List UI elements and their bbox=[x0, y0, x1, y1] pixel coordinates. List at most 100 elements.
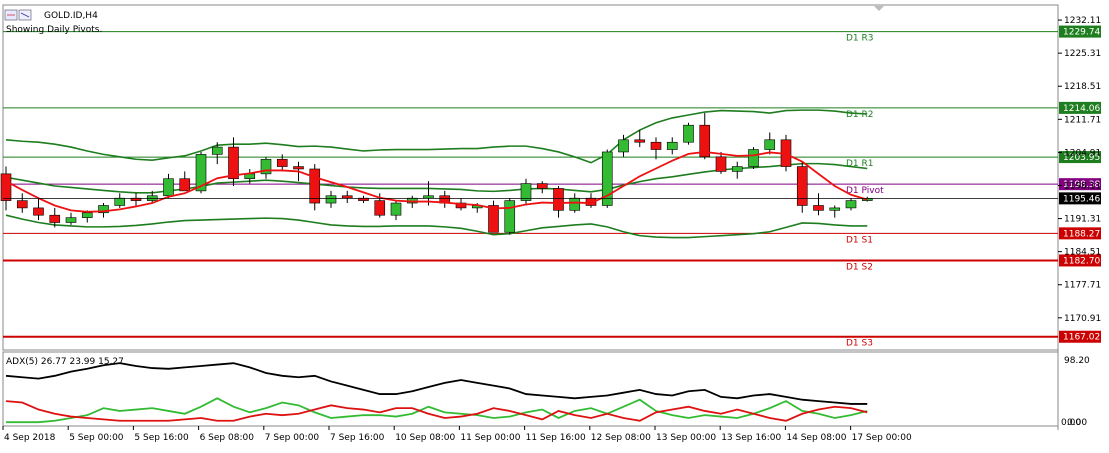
price-tick-label: 1184.51 bbox=[1064, 248, 1101, 258]
price-tick-label: 1198.11 bbox=[1064, 181, 1101, 191]
main-chart-area[interactable] bbox=[2, 4, 1059, 351]
candle-body bbox=[813, 205, 824, 211]
candle-body bbox=[276, 158, 288, 167]
adx-axis-top: 98.20 bbox=[1064, 356, 1090, 366]
pivot-price-tag bbox=[1059, 25, 1101, 38]
moving-average bbox=[5, 151, 868, 213]
candle-body bbox=[683, 124, 694, 143]
pivot-price-value: 1214.06 bbox=[1063, 104, 1100, 114]
price-tick-label: 1191.31 bbox=[1064, 215, 1101, 225]
candle-body bbox=[634, 139, 646, 143]
pivot-price-value: 1182.70 bbox=[1063, 256, 1100, 266]
pivot-price-value: 1203.95 bbox=[1063, 153, 1100, 163]
time-tick-label: 6 Sep 08:00 bbox=[200, 433, 255, 443]
candle-body bbox=[114, 197, 126, 206]
price-tick-label: 1225.31 bbox=[1064, 49, 1101, 59]
candle-body bbox=[731, 166, 743, 172]
price-tick-label: 1232.11 bbox=[1064, 16, 1101, 26]
time-tick-label: 7 Sep 16:00 bbox=[330, 433, 385, 443]
candle-body bbox=[650, 141, 662, 150]
time-tick-label: 13 Sep 16:00 bbox=[721, 433, 781, 443]
shift-marker-icon[interactable] bbox=[874, 6, 884, 11]
adx-series-line bbox=[5, 362, 868, 405]
pivot-price-tag bbox=[1059, 254, 1101, 267]
candle-body bbox=[488, 205, 499, 233]
candle-body bbox=[65, 217, 77, 223]
pivot-label: D1 S3 bbox=[846, 339, 873, 349]
candle-body bbox=[163, 178, 174, 197]
candle-body bbox=[179, 178, 191, 192]
candle-body bbox=[796, 166, 808, 206]
candle-body bbox=[520, 183, 532, 201]
time-tick-label: 11 Sep 00:00 bbox=[460, 433, 520, 443]
pivot-caption: Showing Daily Pivots. bbox=[6, 25, 102, 35]
candle-body bbox=[764, 139, 776, 150]
pivot-label: D1 S2 bbox=[846, 262, 873, 272]
pivot-price-tag bbox=[1059, 227, 1101, 240]
time-axis: 4 Sep 2018 5 Sep 00:00 5 Sep 16:00 6 Sep 08… bbox=[2, 426, 912, 443]
candle-body bbox=[374, 200, 386, 216]
pivot-label: D1 S1 bbox=[846, 235, 873, 245]
window-header: GOLD.ID,H4 Showing Daily Pivots. bbox=[4, 9, 102, 35]
candle-body bbox=[536, 183, 548, 189]
candle-body bbox=[228, 146, 239, 180]
candle-body bbox=[0, 173, 12, 201]
adx-series-line bbox=[6, 397, 868, 424]
candle-body bbox=[211, 146, 223, 155]
adx-axis-bottom-b: 0.00 bbox=[1067, 418, 1087, 428]
time-tick-label: 4 Sep 2018 bbox=[4, 433, 56, 443]
ma-line bbox=[5, 151, 868, 213]
pivot-price-value: 1229.74 bbox=[1063, 28, 1100, 38]
price-tick-label: 1177.71 bbox=[1064, 281, 1101, 291]
time-tick-label: 5 Sep 00:00 bbox=[69, 433, 124, 443]
time-tick-label: 10 Sep 08:00 bbox=[395, 433, 455, 443]
candle-body bbox=[829, 207, 841, 211]
pivot-price-value: 1188.27 bbox=[1063, 229, 1100, 239]
candle-body bbox=[504, 200, 516, 233]
candle-body bbox=[325, 195, 337, 204]
candle-body bbox=[293, 166, 304, 170]
adx-label: ADX(5) 26.77 23.99 15.27 bbox=[6, 357, 124, 367]
pivot-price-tag bbox=[1059, 330, 1101, 343]
time-tick-label: 17 Sep 00:00 bbox=[852, 433, 912, 443]
candle-body bbox=[16, 200, 28, 209]
candle-body bbox=[748, 149, 759, 167]
indicator-area[interactable] bbox=[2, 351, 1059, 427]
candle-body bbox=[666, 141, 678, 150]
current-price-tag bbox=[1059, 192, 1101, 205]
candle-body bbox=[49, 214, 61, 223]
current-price-value: 1195.46 bbox=[1063, 194, 1100, 204]
pivot-price-value: 1198.38 bbox=[1063, 180, 1100, 190]
candle-body bbox=[455, 202, 467, 209]
time-tick-label: 13 Sep 00:00 bbox=[656, 433, 716, 443]
pivot-price-tag bbox=[1059, 101, 1101, 114]
candle-body bbox=[845, 200, 857, 209]
candle-body bbox=[195, 154, 207, 192]
candle-body bbox=[309, 168, 321, 204]
candle-body bbox=[81, 212, 93, 218]
candle-body bbox=[699, 124, 711, 158]
candle-body bbox=[423, 195, 434, 199]
bb-lower-line bbox=[5, 214, 868, 239]
adx-series-line bbox=[5, 400, 868, 422]
adx-axis-bottom: 0.00 bbox=[1061, 418, 1081, 428]
pivot-label: D1 R2 bbox=[846, 110, 874, 120]
price-tick-label: 1211.71 bbox=[1064, 115, 1101, 125]
candle-body bbox=[390, 202, 402, 216]
pivot-label: D1 R3 bbox=[846, 34, 874, 44]
time-tick-label: 14 Sep 08:00 bbox=[786, 433, 846, 443]
pivot-price-tag bbox=[1059, 178, 1101, 191]
candle-body bbox=[618, 139, 629, 153]
candle-body bbox=[33, 207, 44, 216]
candle-body bbox=[98, 205, 109, 214]
price-tick-label: 1204.91 bbox=[1064, 148, 1101, 158]
candle-body bbox=[601, 151, 613, 206]
symbol-title: GOLD.ID,H4 bbox=[44, 11, 98, 21]
price-axis: 1232.11 1225.31 1218.51 1211.71 1204.91 1198.… bbox=[3, 16, 1101, 324]
time-tick-label: 11 Sep 16:00 bbox=[526, 433, 586, 443]
pivot-price-tag bbox=[1059, 151, 1101, 164]
candle-body bbox=[715, 156, 727, 172]
candle-body bbox=[260, 158, 272, 175]
time-tick-label: 12 Sep 08:00 bbox=[591, 433, 651, 443]
